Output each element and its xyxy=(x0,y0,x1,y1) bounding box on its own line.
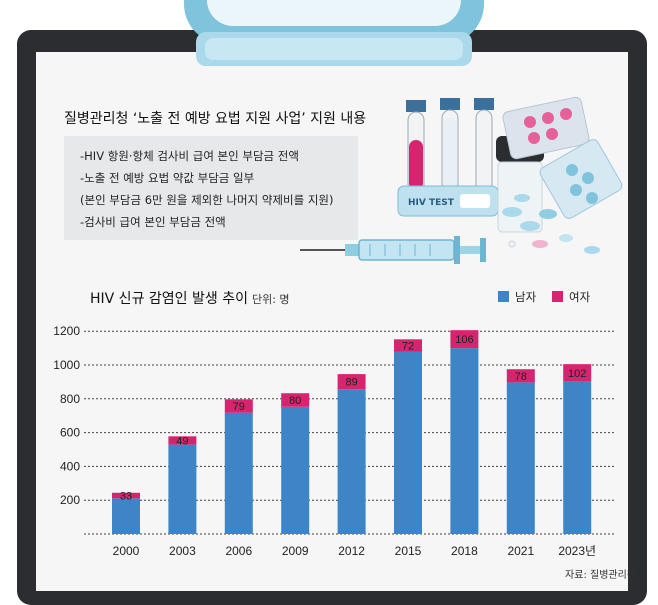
data-label: 33 xyxy=(120,491,132,503)
data-label: 80 xyxy=(289,395,301,407)
y-tick-label: 400 xyxy=(60,459,80,473)
bar-male xyxy=(168,444,197,534)
legend-item-male: 남자 xyxy=(498,289,536,305)
y-tick-label: 800 xyxy=(60,392,80,406)
hiv-test-kit-icon: HIV TEST xyxy=(397,185,499,217)
bar-female xyxy=(563,364,592,382)
unit-label: 단위: 명 xyxy=(251,293,290,306)
data-label: 89 xyxy=(345,377,357,389)
x-tick-label: 2009 xyxy=(282,544,309,558)
bar-male xyxy=(224,412,253,534)
bar-female xyxy=(168,436,197,445)
program-notes: -HIV 항원·항체 검사비 급여 본인 부담금 전액 -노출 전 예방 요법 … xyxy=(64,136,358,240)
data-label: 102 xyxy=(568,368,586,380)
bar-male xyxy=(394,351,422,534)
note-line: -HIV 항원·항체 검사비 급여 본인 부담금 전액 xyxy=(80,149,299,163)
legend-label-female: 여자 xyxy=(569,290,591,304)
x-tick-label: 2000 xyxy=(113,544,140,558)
program-title: 질병관리청 ‘노출 전 예방 요법 지원 사업’ 지원 내용 xyxy=(64,111,367,127)
data-label: 79 xyxy=(233,401,245,413)
x-tick-label: 2006 xyxy=(225,544,252,558)
legend-swatch-male xyxy=(498,291,509,302)
legend-item-female: 여자 xyxy=(552,289,590,305)
legend-swatch-female xyxy=(552,291,563,302)
legend-label-male: 남자 xyxy=(515,290,537,304)
chart-title-text: HIV 신규 감염인 발생 추이 xyxy=(90,291,248,307)
bar-male xyxy=(337,389,366,534)
y-tick-label: 1000 xyxy=(53,358,80,372)
bar-male xyxy=(563,381,592,534)
x-tick-label: 2018 xyxy=(451,544,478,558)
syringe-icon xyxy=(300,236,486,264)
bar-male xyxy=(506,382,535,534)
data-label: 106 xyxy=(455,334,473,346)
data-label: 78 xyxy=(515,371,527,383)
x-tick-label: 2023년 xyxy=(558,544,596,558)
bar-female xyxy=(281,393,310,407)
bar-female xyxy=(224,399,253,413)
y-tick-label: 600 xyxy=(60,426,80,440)
bar-female xyxy=(394,339,422,352)
bar-female xyxy=(337,374,366,390)
x-tick-label: 2012 xyxy=(338,544,365,558)
data-label: 72 xyxy=(402,340,414,352)
source-note: 자료: 질병관리청 xyxy=(565,570,636,581)
bar-male xyxy=(281,406,310,534)
y-tick-label: 1200 xyxy=(53,324,80,338)
note-line: -검사비 급여 본인 부담금 전액 xyxy=(80,215,226,229)
x-tick-label: 2015 xyxy=(395,544,422,558)
x-tick-label: 2021 xyxy=(507,544,534,558)
medical-illustration: HIV TEST xyxy=(300,96,623,264)
bar-chart: 200 400 600 800 1000 1200 33 2000 49 2003 79 2006 80… xyxy=(53,324,616,558)
data-label: 49 xyxy=(176,435,188,447)
note-line: -노출 전 예방 요법 약값 부담금 일부 xyxy=(80,171,255,185)
note-line: (본인 부담금 6만 원을 제외한 나머지 약제비를 지원) xyxy=(80,193,334,207)
chart-title: HIV 신규 감염인 발생 추이 단위: 명 xyxy=(90,288,290,308)
clip-ring-hole xyxy=(207,0,461,26)
pills-icon xyxy=(502,194,600,254)
infographic: 질병관리청 ‘노출 전 예방 요법 지원 사업’ 지원 내용 -HIV 항원·항… xyxy=(17,0,647,605)
bar-female xyxy=(112,492,140,499)
bar-male xyxy=(112,498,140,534)
y-tick-label: 200 xyxy=(60,493,80,507)
bar-male xyxy=(450,348,479,534)
blister-pack-icon xyxy=(502,96,623,219)
bar-female xyxy=(506,369,535,383)
bar-female xyxy=(450,330,479,349)
test-kit-label: HIV TEST xyxy=(408,198,455,208)
x-tick-label: 2003 xyxy=(169,544,196,558)
clip-base-inner xyxy=(205,38,463,60)
